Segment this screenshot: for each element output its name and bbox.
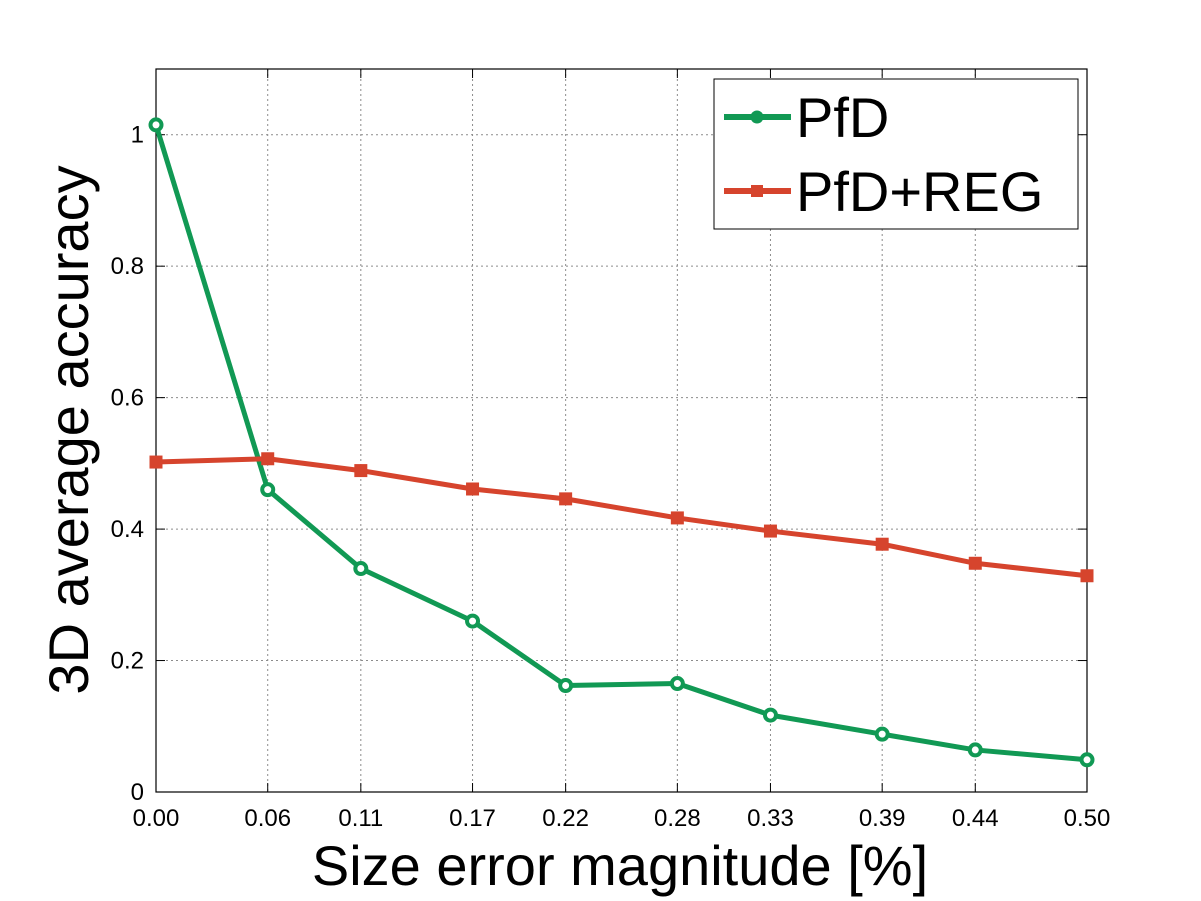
x-tick-label: 0.06 [244,805,291,832]
x-tick-label: 0.00 [133,805,180,832]
legend: PfD PfD+REG [713,78,1079,230]
data-point-pfd-reg [670,511,684,525]
data-point-pfd-reg [875,537,889,551]
data-point-pfd [148,117,164,133]
y-tick-label: 0.8 [111,253,144,280]
legend-label-pfd: PfD [796,86,889,149]
y-tick-label: 0 [131,779,144,806]
data-point-pfd [353,561,369,577]
y-tick-label: 0.4 [111,516,144,543]
legend-box [713,78,1079,230]
x-axis-title: Size error magnitude [%] [312,834,928,897]
legend-marker-pfd-reg [751,185,763,197]
tick-labels: 0.00 0.06 0.11 0.17 0.22 0.28 0.33 0.39 0.44 0.50… [111,122,1111,832]
data-point-pfd-reg [559,492,573,506]
x-tick-label: 0.50 [1064,805,1111,832]
data-point-pfd-reg [1080,569,1094,583]
data-point-pfd [967,742,983,758]
series-layer [148,117,1095,768]
legend-label-pfd-reg: PfD+REG [796,160,1043,223]
data-point-pfd [762,707,778,723]
x-tick-label: 0.44 [952,805,999,832]
y-tick-label: 0.6 [111,385,144,412]
data-point-pfd [669,676,685,692]
x-tick-label: 0.17 [449,805,496,832]
x-tick-label: 0.39 [859,805,906,832]
series-line-pfd-reg [153,456,1090,579]
data-point-pfd [260,482,276,498]
data-point-pfd-reg [763,524,777,538]
data-point-pfd-reg [261,452,275,466]
x-tick-label: 0.28 [654,805,701,832]
data-point-pfd-reg [466,482,480,496]
plot-frame [155,68,1088,793]
series-line-pfd [153,122,1090,763]
grid [156,69,1087,792]
data-point-pfd [465,613,481,629]
x-tick-label: 0.11 [338,805,383,832]
data-point-pfd [558,678,574,694]
data-point-pfd-reg [149,455,163,469]
data-point-pfd-reg [968,556,982,570]
data-point-pfd-reg [354,464,368,478]
legend-marker-pfd [750,110,764,124]
data-point-pfd [1079,752,1095,768]
x-tick-label: 0.33 [747,805,794,832]
y-tick-label: 1 [131,122,144,149]
data-point-pfd [874,726,890,742]
y-tick-label: 0.2 [111,648,144,675]
y-axis-title: 3D average accuracy [37,165,100,694]
x-tick-label: 0.22 [542,805,589,832]
